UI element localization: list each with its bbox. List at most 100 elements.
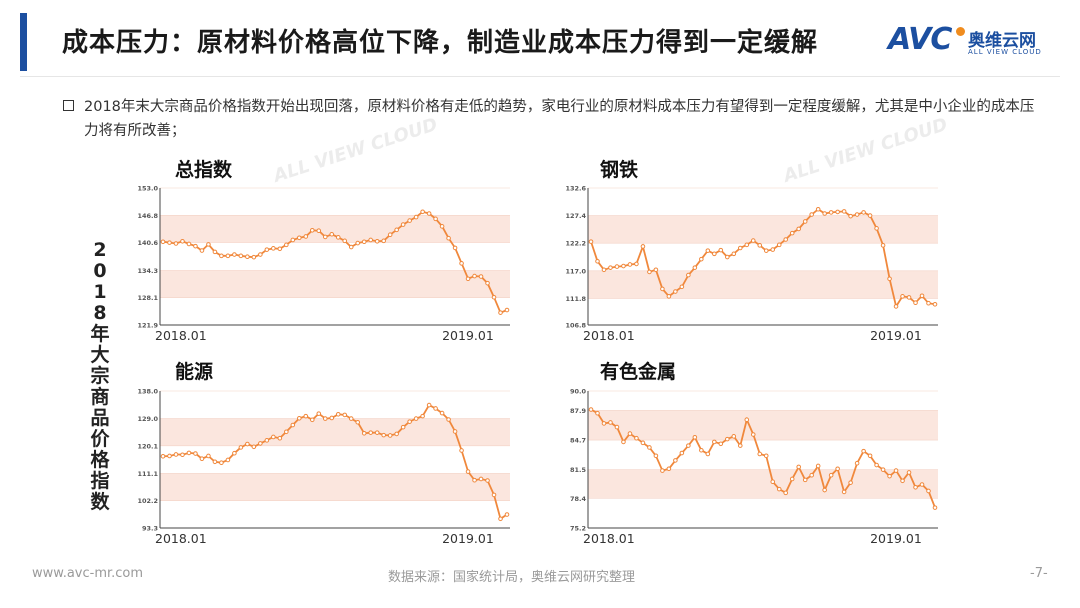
x-label-start: 2018.01 xyxy=(583,531,635,546)
data-point xyxy=(199,456,205,462)
data-point xyxy=(789,230,795,236)
data-point xyxy=(874,462,879,468)
y-tick-label: 78.4 xyxy=(570,495,587,503)
footer-page-number: -7- xyxy=(1030,566,1048,581)
data-point xyxy=(225,457,231,463)
data-point xyxy=(725,254,730,260)
data-point xyxy=(588,239,594,244)
data-point xyxy=(608,265,613,270)
data-point xyxy=(828,210,834,215)
x-label-start: 2018.01 xyxy=(583,328,635,343)
data-point xyxy=(595,410,600,416)
data-point xyxy=(867,453,873,459)
y-tick-label: 127.4 xyxy=(565,212,586,220)
data-point xyxy=(309,417,315,423)
data-point xyxy=(355,240,361,246)
data-point xyxy=(627,431,633,436)
data-point xyxy=(802,219,808,224)
data-point xyxy=(919,482,925,487)
data-point xyxy=(478,476,484,482)
data-point xyxy=(400,222,406,227)
data-point xyxy=(316,411,322,416)
data-point xyxy=(601,267,607,273)
data-point xyxy=(880,243,886,248)
data-point xyxy=(212,249,218,255)
data-point xyxy=(686,443,691,448)
data-point xyxy=(368,237,373,243)
bullet-text: 2018年末大宗商品价格指数开始出现回落，原材料价格有走低的趋势，家电行业的原材… xyxy=(84,99,1035,139)
data-point xyxy=(387,232,393,237)
y-tick-label: 102.2 xyxy=(137,497,158,505)
data-point xyxy=(640,440,646,446)
data-point xyxy=(381,432,386,438)
x-label-start: 2018.01 xyxy=(155,328,207,343)
y-tick-label: 93.3 xyxy=(142,525,158,533)
data-point xyxy=(498,516,503,522)
data-point xyxy=(757,451,763,457)
header-divider xyxy=(20,76,1060,77)
data-point xyxy=(880,467,886,472)
data-point xyxy=(653,453,659,459)
data-point xyxy=(770,247,776,252)
data-point xyxy=(212,459,218,465)
data-point xyxy=(861,210,866,215)
data-point xyxy=(595,258,600,264)
data-point xyxy=(446,417,451,422)
grid-band xyxy=(588,270,938,299)
data-point xyxy=(407,218,412,223)
data-point xyxy=(848,213,853,219)
data-point xyxy=(413,416,419,421)
grid-band xyxy=(160,215,510,243)
data-point xyxy=(277,246,283,252)
data-point xyxy=(783,490,789,496)
data-point xyxy=(173,241,179,246)
data-point xyxy=(893,304,899,309)
data-point xyxy=(284,429,289,435)
grid-band xyxy=(588,410,938,441)
data-point xyxy=(348,416,354,421)
data-point xyxy=(932,505,938,510)
data-point xyxy=(459,261,464,266)
y-tick-label: 140.6 xyxy=(137,239,158,247)
y-tick-label: 129.0 xyxy=(137,415,158,423)
data-point xyxy=(394,431,399,437)
data-point xyxy=(725,436,730,442)
data-point xyxy=(647,269,652,275)
logo-cn: 奥维云网 xyxy=(968,31,1036,51)
data-point xyxy=(763,248,769,253)
data-point xyxy=(776,242,782,248)
data-point xyxy=(342,412,348,418)
data-point xyxy=(621,439,626,445)
y-tick-label: 134.3 xyxy=(137,267,158,275)
data-point xyxy=(206,242,211,247)
data-point xyxy=(465,469,471,474)
chart-title: 能源 xyxy=(175,361,214,383)
data-point xyxy=(245,441,250,447)
data-point xyxy=(232,450,237,456)
y-tick-label: 75.2 xyxy=(570,525,586,533)
data-point xyxy=(705,451,711,457)
data-point xyxy=(770,479,776,485)
data-point xyxy=(219,253,224,259)
data-point xyxy=(861,448,866,454)
footer-source: 数据来源：国家统计局，奥维云网研究整理 xyxy=(388,570,636,585)
data-point xyxy=(264,438,270,443)
data-point xyxy=(193,451,198,456)
data-point xyxy=(757,243,763,248)
data-point xyxy=(355,419,361,425)
y-tick-label: 128.1 xyxy=(137,294,158,302)
data-point xyxy=(271,246,276,251)
data-point xyxy=(167,453,172,459)
data-point xyxy=(926,300,931,306)
data-point xyxy=(854,460,860,466)
data-point xyxy=(361,430,367,436)
data-point xyxy=(160,239,166,245)
data-point xyxy=(335,411,341,417)
data-point xyxy=(614,424,620,430)
data-point xyxy=(186,450,192,456)
data-point xyxy=(634,435,639,441)
data-point xyxy=(796,226,801,232)
data-point xyxy=(465,276,471,282)
data-point xyxy=(744,417,750,422)
data-point xyxy=(433,406,438,411)
